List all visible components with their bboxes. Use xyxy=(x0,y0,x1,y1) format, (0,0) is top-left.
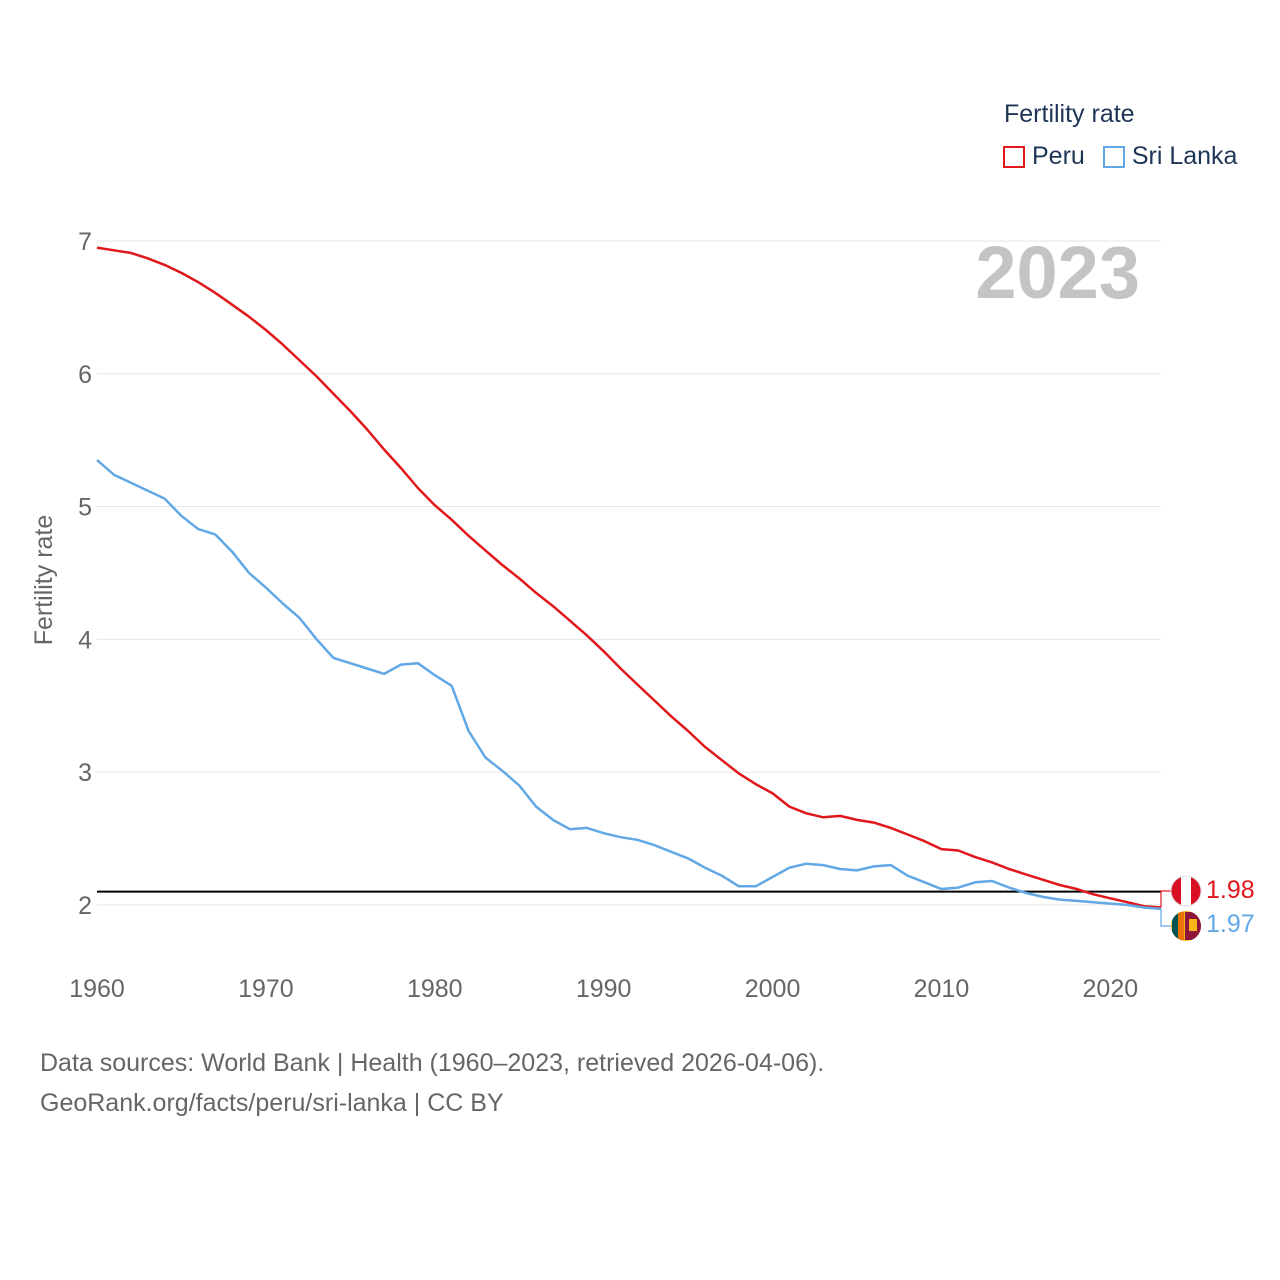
x-tick-label: 2010 xyxy=(914,975,970,1003)
x-tick-label: 1970 xyxy=(238,975,294,1003)
x-tick-label: 1980 xyxy=(407,975,463,1003)
source-link[interactable]: GeoRank.org/facts/peru/sri-lanka | CC BY xyxy=(40,1089,504,1117)
peru-end-value-label: 1.98 xyxy=(1206,876,1255,904)
legend-label-peru: Peru xyxy=(1032,142,1085,170)
legend-swatch-sri-lanka xyxy=(1102,145,1125,168)
legend-item-sri-lanka[interactable]: Sri Lanka xyxy=(1102,142,1238,171)
sri-lanka-flag-icon xyxy=(1171,911,1201,941)
legend-title: Fertility rate xyxy=(1004,100,1135,128)
y-axis-label: Fertility rate xyxy=(30,515,58,646)
legend-label-sri-lanka: Sri Lanka xyxy=(1131,142,1238,170)
x-tick-label: 2000 xyxy=(745,975,801,1003)
x-tick-label: 2020 xyxy=(1083,975,1139,1003)
sri-lanka-end-value-label: 1.97 xyxy=(1206,910,1255,938)
series-line-sri-lanka xyxy=(96,459,1162,911)
legend-item-peru[interactable]: Peru xyxy=(1003,142,1085,171)
legend-swatch-peru xyxy=(1003,145,1025,168)
series-line-peru xyxy=(96,246,1162,909)
peru-flag-icon xyxy=(1170,875,1202,907)
y-tick-label: 7 xyxy=(78,228,92,256)
x-tick-label: 1960 xyxy=(69,975,125,1003)
x-tick-label: 1990 xyxy=(576,975,632,1003)
y-tick-label: 3 xyxy=(78,759,92,787)
legend: Peru Sri Lanka xyxy=(1003,142,1255,171)
current-year-label: 2023 xyxy=(975,231,1140,314)
gridlines xyxy=(97,240,1161,906)
y-tick-label: 4 xyxy=(78,626,92,654)
connector-sri-lanka xyxy=(1160,908,1171,927)
connector-peru xyxy=(1160,890,1171,908)
x-axis-ticks: 1960 1970 1980 1990 2000 2010 2020 xyxy=(69,975,1138,1003)
y-tick-label: 5 xyxy=(78,494,92,522)
y-tick-label: 2 xyxy=(78,892,92,920)
series-lines xyxy=(96,246,1162,911)
y-axis-ticks: 2 3 4 5 6 7 xyxy=(78,228,92,920)
source-line: Data sources: World Bank | Health (1960–… xyxy=(40,1049,825,1077)
source-footer: Data sources: World Bank | Health (1960–… xyxy=(40,1043,824,1123)
end-label-connectors xyxy=(1160,890,1171,927)
y-tick-label: 6 xyxy=(78,361,92,389)
